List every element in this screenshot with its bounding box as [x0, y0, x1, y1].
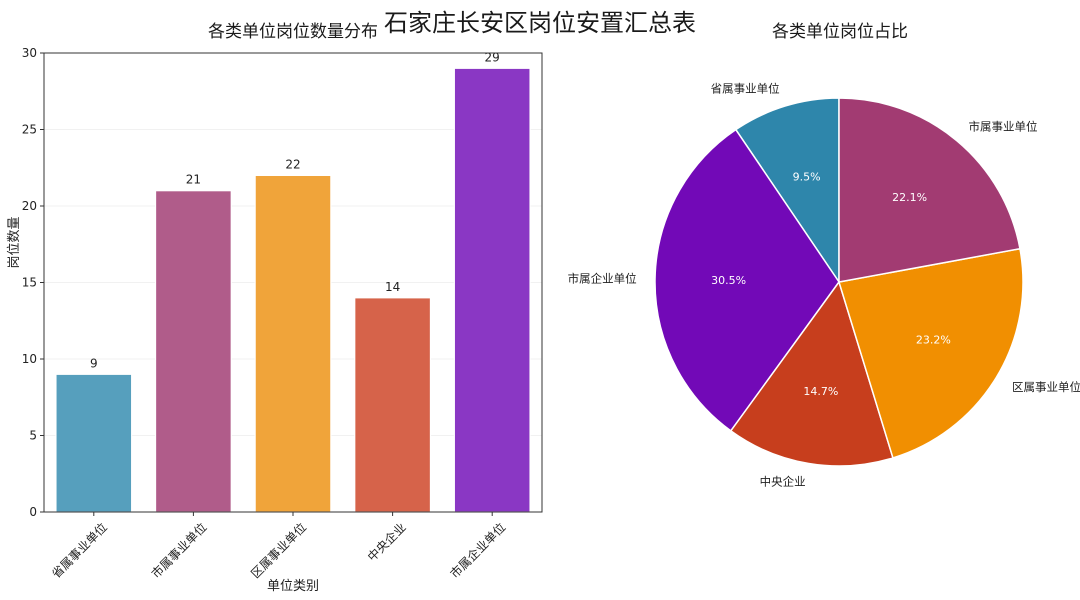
bar: [354, 297, 432, 513]
pie-slice: [838, 97, 1021, 283]
pie-slice: [838, 247, 1024, 459]
x-tick-label: 中央企业: [364, 520, 409, 565]
bar: [254, 174, 332, 513]
x-tick-label: 市属企业单位: [447, 520, 509, 582]
y-tick-label: 0: [29, 505, 37, 519]
x-axis-label: 单位类别: [267, 579, 319, 594]
pie-slice: [654, 128, 840, 432]
bar-chart: 9 21 22 14 29 0 5 10 15 20 25 30 省属事业单位 市属事业单位 区属事业单位 中…: [7, 46, 543, 594]
pie-slice-label: 区属事业单位: [1012, 380, 1080, 394]
pie-percent-label: 14.7%: [803, 385, 838, 398]
main-title: 石家庄长安区岗位安置汇总表: [384, 9, 696, 37]
bar-value-label: 22: [285, 157, 300, 171]
pie-chart: 9.5% 省属事业单位 30.5% 市属企业单位 14.7% 中央企业 23.2% 区属事业单…: [568, 81, 1080, 488]
pie-slice: [734, 97, 840, 285]
pie-percent-label: 30.5%: [711, 274, 746, 287]
pie-slice-label: 中央企业: [760, 475, 806, 489]
bar: [55, 373, 133, 513]
y-tick-label: 25: [22, 123, 37, 137]
y-tick-label: 15: [22, 276, 37, 290]
x-tick-label: 区属事业单位: [248, 520, 310, 582]
pie-slice-label: 市属事业单位: [969, 119, 1038, 133]
bar: [453, 67, 531, 513]
y-tick-label: 5: [29, 429, 37, 443]
y-tick-label: 30: [22, 46, 37, 60]
bar-value-label: 14: [385, 280, 400, 294]
y-tick-label: 20: [22, 199, 37, 213]
bar-value-label: 9: [90, 356, 98, 370]
y-axis-label: 岗位数量: [7, 216, 22, 268]
bar-value-label: 29: [485, 50, 500, 64]
x-tick-label: 市属事业单位: [148, 520, 210, 582]
pie-percent-label: 22.1%: [892, 191, 927, 204]
bar-chart-title: 各类单位岗位数量分布: [208, 22, 378, 42]
pie-chart-title: 各类单位岗位占比: [772, 22, 908, 42]
y-tick-label: 10: [22, 352, 37, 366]
bar: [154, 190, 232, 513]
bar-value-label: 21: [186, 173, 201, 187]
pie-slice-label: 市属企业单位: [568, 272, 637, 286]
pie-percent-label: 9.5%: [793, 170, 821, 183]
pie-percent-label: 23.2%: [916, 333, 951, 346]
x-tick-label: 省属事业单位: [48, 520, 110, 582]
pie-slice-label: 省属事业单位: [711, 81, 780, 95]
